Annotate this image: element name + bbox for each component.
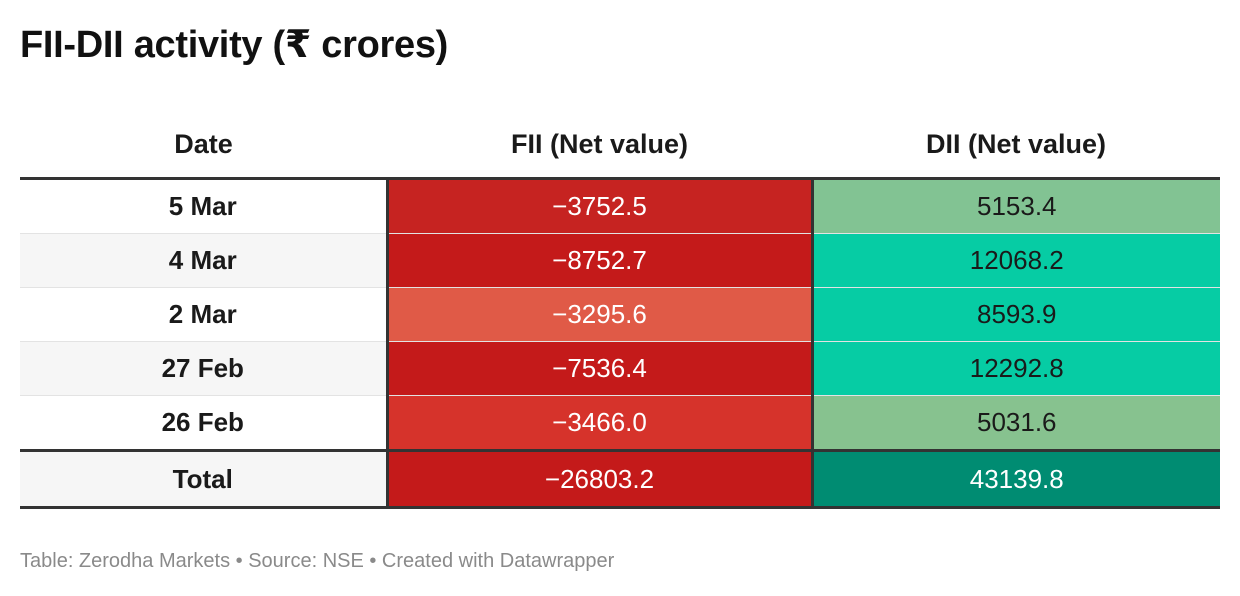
table-row: 2 Mar −3295.6 8593.9 <box>20 287 1220 342</box>
row-date-cell: 5 Mar <box>20 178 389 234</box>
total-label-cell: Total <box>20 450 389 509</box>
row-fii-cell: −3295.6 <box>387 287 814 342</box>
column-header-date[interactable]: Date <box>20 112 387 180</box>
fii-dii-table: Date FII (Net value) DII (Net value) 5 M… <box>20 112 1220 509</box>
row-fii-cell: −8752.7 <box>387 233 814 288</box>
table-body: 5 Mar −3752.5 5153.4 4 Mar −8752.7 12068.2 2 M… <box>20 178 1220 452</box>
row-date-cell: 27 Feb <box>20 341 389 396</box>
column-header-dii[interactable]: DII (Net value) <box>812 112 1220 180</box>
row-dii-cell: 12068.2 <box>812 233 1220 288</box>
row-dii-cell: 8593.9 <box>812 287 1220 342</box>
row-dii-cell: 5153.4 <box>812 178 1220 234</box>
table-header-row: Date FII (Net value) DII (Net value) <box>20 112 1220 180</box>
chart-title: FII-DII activity (₹ crores) <box>20 24 449 66</box>
row-dii-cell: 5031.6 <box>812 395 1220 452</box>
row-dii-cell: 12292.8 <box>812 341 1220 396</box>
row-date-cell: 2 Mar <box>20 287 389 342</box>
row-fii-cell: −3466.0 <box>387 395 814 452</box>
column-header-fii[interactable]: FII (Net value) <box>387 112 812 180</box>
table-row: 5 Mar −3752.5 5153.4 <box>20 178 1220 234</box>
fii-dii-table-wrapper: Date FII (Net value) DII (Net value) 5 M… <box>20 112 1220 509</box>
total-fii-cell: −26803.2 <box>387 450 814 509</box>
table-row: 26 Feb −3466.0 5031.6 <box>20 395 1220 452</box>
row-date-cell: 4 Mar <box>20 233 389 288</box>
table-total-row: Total −26803.2 43139.8 <box>20 450 1220 509</box>
table-row: 27 Feb −7536.4 12292.8 <box>20 341 1220 396</box>
table-row: 4 Mar −8752.7 12068.2 <box>20 233 1220 288</box>
row-date-cell: 26 Feb <box>20 395 389 452</box>
source-footer: Table: Zerodha Markets • Source: NSE • C… <box>20 550 615 572</box>
row-fii-cell: −3752.5 <box>387 178 814 234</box>
total-dii-cell: 43139.8 <box>812 450 1220 509</box>
row-fii-cell: −7536.4 <box>387 341 814 396</box>
